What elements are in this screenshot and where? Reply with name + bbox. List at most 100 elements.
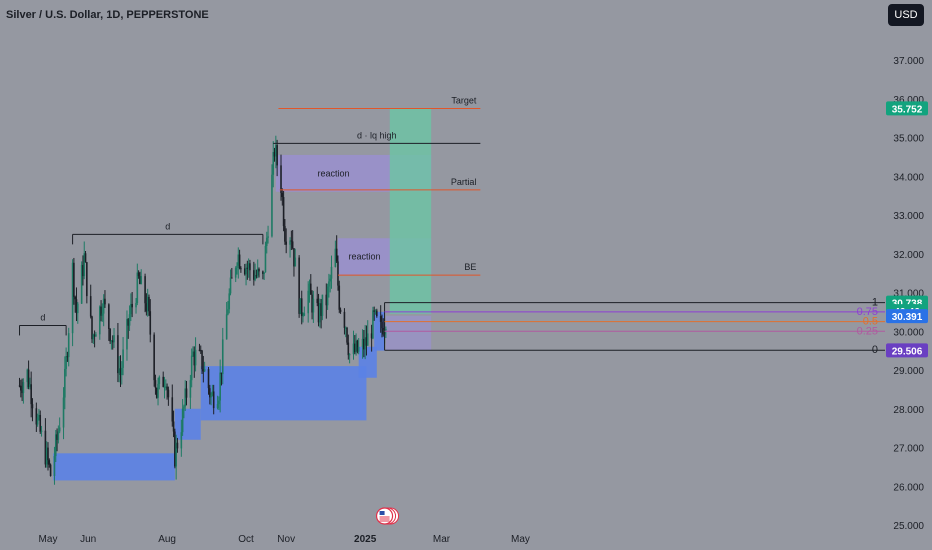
candle-body [372,310,374,339]
candle-body [91,316,93,340]
candle-body [207,369,210,389]
candle-body [219,372,221,401]
candle-body [275,145,277,157]
candle-body [155,387,158,398]
candle-body [320,303,322,316]
candle-body [120,367,123,376]
candle-body [89,296,92,317]
candle-body [365,337,368,346]
candle-body [38,414,40,418]
candle-body [193,351,196,366]
candle-body [127,319,130,326]
candle-body [382,328,385,335]
level-label: d · lq high [357,130,397,140]
candle-body [199,350,202,352]
price-badge [886,343,928,358]
y-tick-label: 33.000 [893,211,924,222]
candle-body [180,432,183,449]
candle-body [126,319,128,350]
candle-body [194,349,197,366]
candle-body [245,267,247,275]
candle-body [307,290,309,314]
candle-body [36,417,39,425]
candle-body [139,276,141,284]
candle-body [254,275,256,280]
candle-body [27,369,30,388]
candle-body [335,248,338,262]
candle-body [22,382,25,394]
candle-body [35,408,38,425]
candle-body [202,369,205,372]
y-tick-label: 29.000 [893,366,924,377]
candle-body [117,335,119,374]
candle-body [113,335,115,343]
x-tick-label: Jun [80,534,96,545]
candle-body [311,294,313,313]
zones-layer: reaction reaction [53,108,432,481]
candle-body [47,447,49,461]
target-zone [389,108,432,314]
candle-body [175,442,177,467]
candle-body [185,388,188,398]
price-badge [886,309,928,324]
candle-body [74,296,76,300]
candle-body [265,237,268,246]
candle-body [131,303,133,308]
candle-body [148,296,150,312]
candle-body [145,303,148,312]
candle-body [171,397,174,422]
candle-body [290,240,293,242]
candle-body [82,264,84,277]
candle-body [338,285,341,310]
candle-body [300,298,303,317]
candle-body [48,460,51,465]
currency-button[interactable]: USD [888,4,924,26]
candle-body [75,299,78,314]
candle-body [330,266,333,279]
candle-body [110,340,113,342]
price-badge-text: 29.506 [892,346,923,357]
candle-body [100,306,102,316]
candle-body [54,434,57,457]
candle-body [234,267,237,278]
candle-body [240,268,242,270]
candle-body [228,293,231,310]
candle-body [201,350,203,370]
candle-body [298,257,300,314]
candle-body [135,302,137,308]
candle-body [325,294,328,306]
candle-body [181,408,184,433]
candle-body [293,248,295,267]
candle-body [253,270,255,280]
candle-body [119,368,122,376]
candle-body [348,354,351,356]
price-badge-text: 30.391 [892,312,923,323]
candle-body [366,333,369,346]
candle-body [216,404,219,409]
candle-body [326,286,329,306]
y-tick-label: 28.000 [893,405,924,416]
candle-body [361,338,364,347]
candle-body [312,298,315,313]
candle-body [118,368,120,374]
candle-body [347,342,350,356]
candle-body [329,278,332,282]
candle-body [146,296,149,312]
candle-body [280,165,282,193]
y-tick-label: 35.000 [893,134,924,145]
candle-body [66,356,69,358]
fib-label: 0.75 [857,306,878,318]
candle-body [98,306,101,335]
level-label: d [165,221,170,231]
candle-body [21,390,23,394]
fib-label: 0 [872,344,878,356]
candle-body [328,281,330,287]
demand-zone [200,366,367,421]
candle-body [357,346,360,352]
x-tick-label: May [511,534,530,545]
candle-body [104,298,106,305]
us-flag-icon[interactable] [375,507,394,525]
zone-label: reaction [317,168,349,178]
